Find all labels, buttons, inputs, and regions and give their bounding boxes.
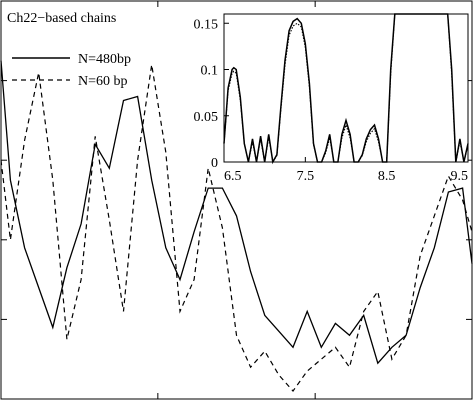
main-plot-series — [0, 60, 473, 392]
inset-y-tick-label: 0 — [211, 156, 218, 171]
inset-frame — [223, 13, 469, 163]
inset-y-tick-label: 0.1 — [201, 64, 219, 79]
chart-annotation: Ch22−based chains — [7, 11, 116, 26]
inset-background — [224, 14, 468, 162]
main-series-line-1 — [0, 60, 473, 365]
inset-x-tick-label: 8.5 — [378, 169, 396, 184]
inset-x-tick-label: 6.5 — [224, 169, 242, 184]
inset-y-tick-label: 0.05 — [194, 110, 219, 125]
legend-label-series-2: N=60 bp — [78, 74, 128, 89]
inset-x-tick-label: 9.5 — [451, 169, 469, 184]
legend: N=480bp N=60 bp — [12, 52, 131, 89]
inset-y-tick-label: 0.15 — [194, 17, 219, 32]
inset-plot-ticks: 6.5 7.5 8.5 9.5 0 0.05 0.1 0.15 — [194, 17, 469, 184]
inset-x-tick-label: 7.5 — [297, 169, 315, 184]
inset-plot: 6.5 7.5 8.5 9.5 0 0.05 0.1 0.15 — [194, 13, 469, 184]
legend-label-series-1: N=480bp — [78, 52, 131, 67]
main-series-line-2 — [0, 64, 473, 392]
